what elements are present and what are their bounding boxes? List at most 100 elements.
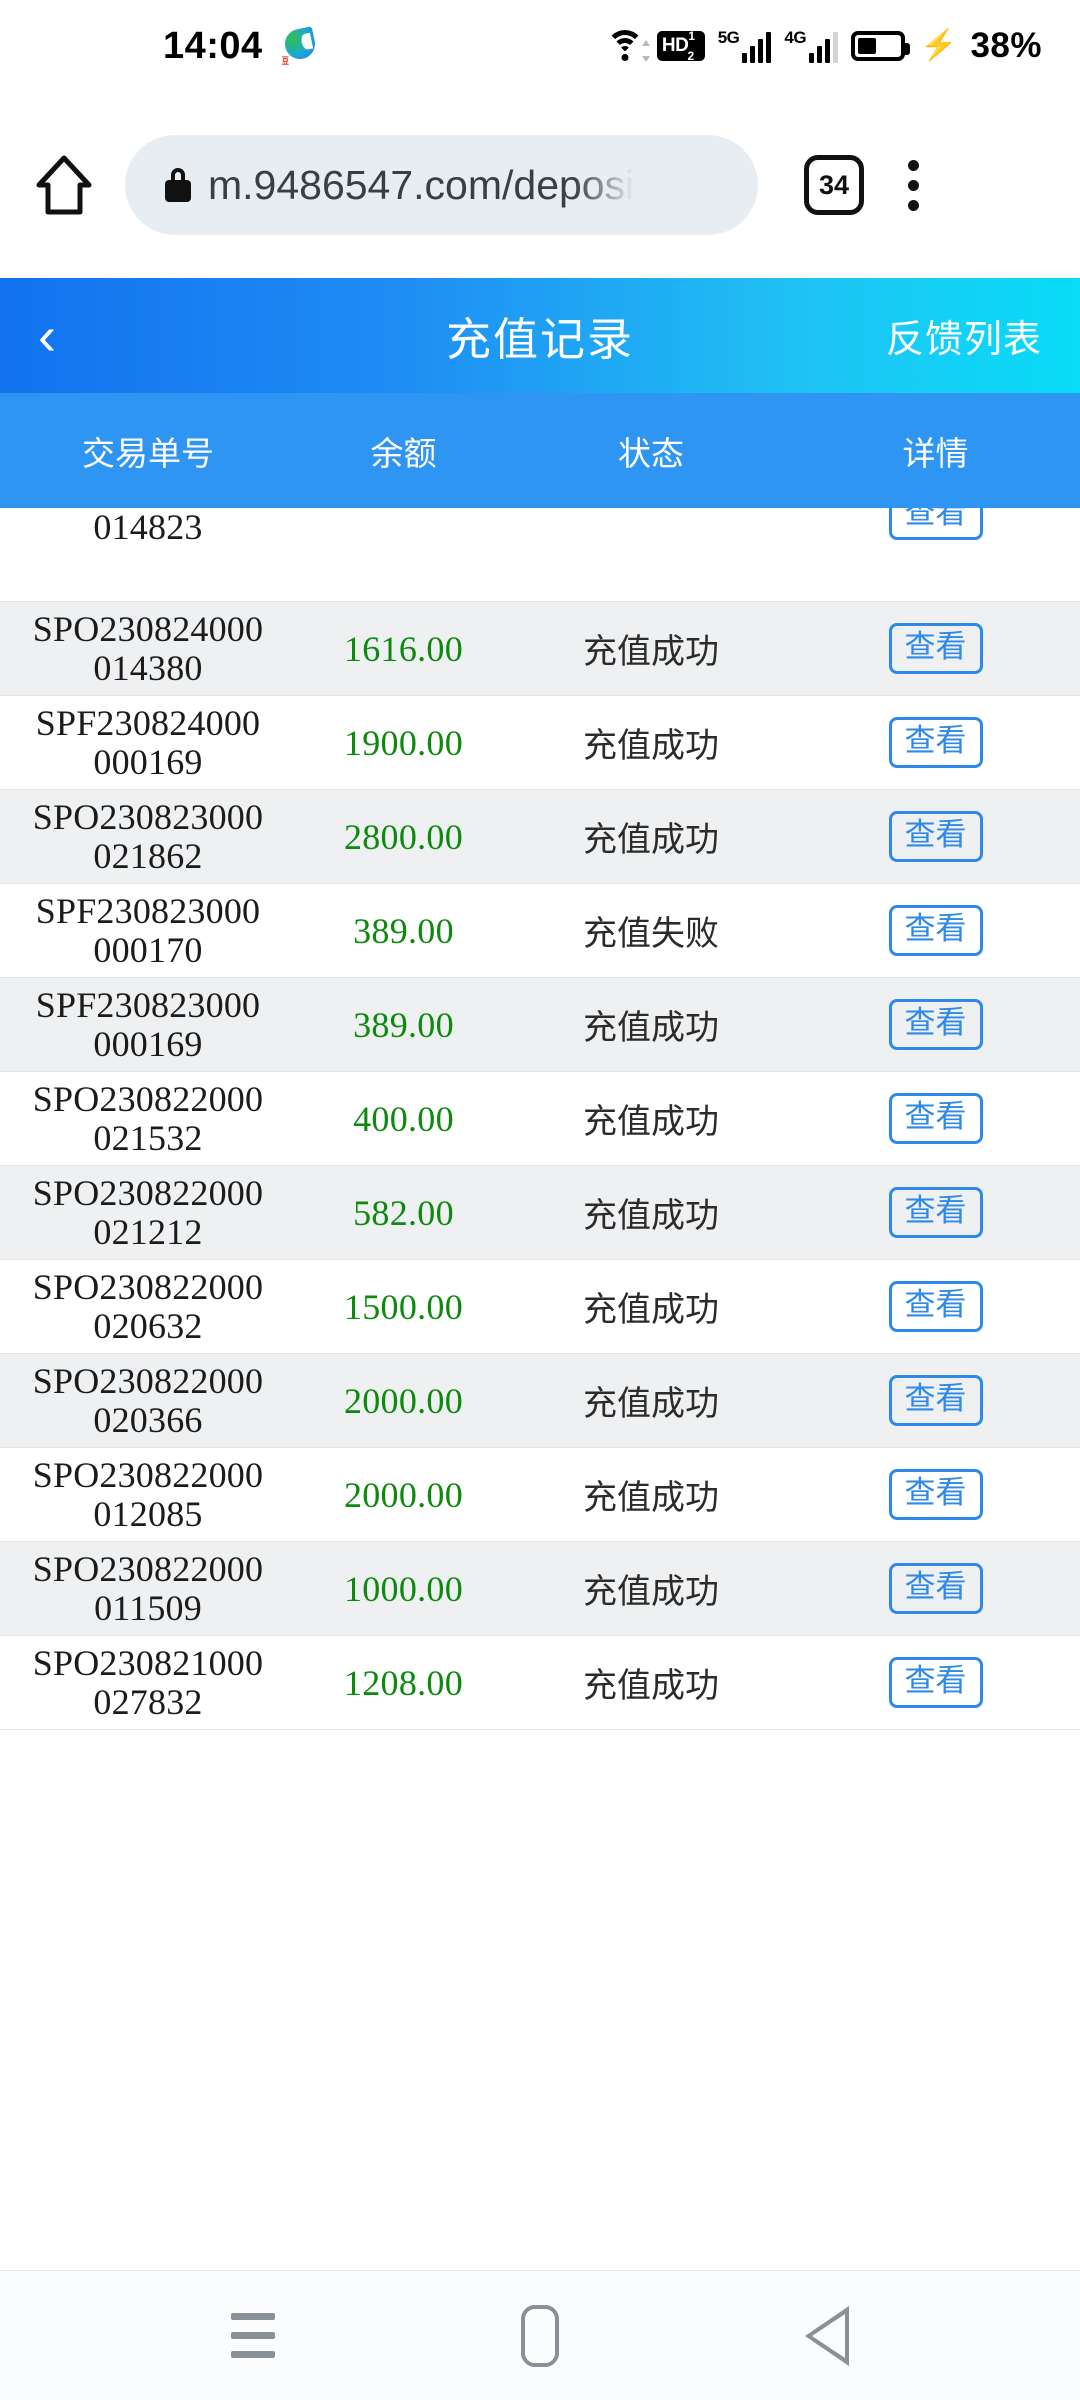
table-row[interactable]: SPO230822000 012085 2000.00 充值成功 查看 — [0, 1448, 1080, 1542]
hd-voice-icon: HD 1 2 — [656, 28, 705, 64]
battery-icon — [851, 31, 911, 61]
view-detail-button[interactable]: 查看 — [888, 999, 983, 1050]
table-row[interactable]: SPO230824000 014380 1616.00 充值成功 查看 — [0, 602, 1080, 696]
cell-status: 充值失败 — [583, 915, 719, 953]
cell-detail: 查看 — [791, 790, 1080, 883]
hd-sub: 2 — [687, 49, 695, 64]
cell-detail: 查看 — [791, 884, 1080, 977]
menu-kebab-icon[interactable] — [908, 159, 919, 211]
cell-status: 充值成功 — [583, 633, 719, 671]
hd-label: HD — [661, 35, 689, 56]
column-header-detail: 详情 — [902, 434, 969, 472]
view-detail-button[interactable]: 查看 — [888, 508, 983, 540]
app-header: ‹ 充值记录 反馈列表 — [0, 278, 1080, 393]
cell-transaction-no: SPO230822000 021532 — [32, 1078, 264, 1158]
cell-detail: 查看 — [791, 1448, 1080, 1541]
cell-balance: 389.00 — [353, 910, 454, 951]
view-detail-button[interactable]: 查看 — [888, 905, 983, 956]
page-title: 充值记录 — [445, 314, 634, 365]
table-row[interactable]: SPO230821000 027832 1208.00 充值成功 查看 — [0, 1636, 1080, 1730]
cell-balance: 1616.00 — [343, 628, 464, 669]
cell-transaction-no: SPO230822000 021212 — [32, 1172, 264, 1252]
signal-5g-label: 5G — [717, 28, 740, 47]
cell-detail: 查看 — [791, 1072, 1080, 1165]
cell-balance: 1000.00 — [343, 1568, 464, 1609]
table-header: 交易单号 余额 状态 详情 — [0, 393, 1080, 508]
cell-balance: 2800.00 — [343, 816, 464, 857]
back-button[interactable]: ‹ — [38, 305, 56, 366]
table-row[interactable]: SPO230822000 021532 400.00 充值成功 查看 — [0, 1072, 1080, 1166]
cell-balance: 582.00 — [353, 1192, 454, 1233]
system-nav-bar — [0, 2270, 1080, 2400]
view-detail-button[interactable]: 查看 — [888, 1093, 983, 1144]
cell-status: 充值成功 — [583, 1385, 719, 1423]
table-row[interactable]: SPO230822000 011509 1000.00 充值成功 查看 — [0, 1542, 1080, 1636]
cell-balance: 1208.00 — [343, 1662, 464, 1703]
transaction-list[interactable]: 014823 查看 SPO230824000 014380 1616.00 充值成功 查看 S… — [0, 508, 1080, 2270]
cell-transaction-no: SPF230823000 000170 — [35, 890, 261, 970]
cell-detail: 查看 — [791, 1354, 1080, 1447]
table-row[interactable]: SPF230824000 000169 1900.00 充值成功 查看 — [0, 696, 1080, 790]
cell-balance: 389.00 — [353, 1004, 454, 1045]
hd-sup: 1 — [688, 28, 695, 43]
cell-detail: 查看 — [791, 508, 1080, 601]
lock-icon — [165, 168, 191, 202]
status-bar: 14:04 豆 HD 1 2 5G 4G ⚡ 38% — [0, 0, 1080, 92]
cell-transaction-no: SPO230823000 021862 — [32, 796, 264, 876]
view-detail-button[interactable]: 查看 — [888, 1657, 983, 1708]
recents-icon[interactable] — [231, 2313, 275, 2358]
table-row[interactable]: 014823 查看 — [0, 508, 1080, 602]
address-bar[interactable]: m.9486547.com/deposi — [125, 135, 758, 235]
view-detail-button[interactable]: 查看 — [888, 1469, 983, 1520]
table-row[interactable]: SPO230823000 021862 2800.00 充值成功 查看 — [0, 790, 1080, 884]
cell-status: 充值成功 — [583, 727, 719, 765]
cell-transaction-no: SPO230822000 011509 — [32, 1548, 264, 1628]
cell-status: 充值成功 — [583, 1479, 719, 1517]
cell-status: 充值成功 — [583, 1291, 719, 1329]
cell-balance — [296, 508, 511, 601]
charging-bolt-icon: ⚡ — [920, 29, 958, 62]
table-row[interactable]: SPF230823000 000170 389.00 充值失败 查看 — [0, 884, 1080, 978]
cell-transaction-no: SPO230821000 027832 — [32, 1642, 264, 1722]
browser-toolbar: m.9486547.com/deposi 34 — [0, 92, 1080, 278]
cell-detail: 查看 — [791, 1166, 1080, 1259]
feedback-list-link[interactable]: 反馈列表 — [885, 319, 1042, 361]
back-icon[interactable] — [805, 2305, 849, 2366]
app-icon-label: 豆 — [281, 56, 289, 66]
view-detail-button[interactable]: 查看 — [888, 717, 983, 768]
view-detail-button[interactable]: 查看 — [888, 1187, 983, 1238]
table-row[interactable]: SPO230822000 021212 582.00 充值成功 查看 — [0, 1166, 1080, 1260]
cell-balance: 2000.00 — [343, 1380, 464, 1421]
cell-status: 充值成功 — [583, 1667, 719, 1705]
home-icon[interactable] — [521, 2304, 559, 2367]
cell-transaction-no: SPF230823000 000169 — [35, 984, 261, 1064]
battery-percent: 38% — [970, 26, 1042, 65]
cell-transaction-no: SPF230824000 000169 — [35, 702, 261, 782]
column-header-balance: 余额 — [370, 434, 437, 472]
cell-detail: 查看 — [791, 1542, 1080, 1635]
view-detail-button[interactable]: 查看 — [888, 1563, 983, 1614]
view-detail-button[interactable]: 查看 — [888, 1375, 983, 1426]
cell-detail: 查看 — [791, 696, 1080, 789]
cell-transaction-no: 014823 — [93, 508, 203, 547]
cell-transaction-no: SPO230822000 020366 — [32, 1360, 264, 1440]
home-icon[interactable] — [36, 155, 92, 215]
cell-transaction-no: SPO230824000 014380 — [32, 608, 264, 688]
view-detail-button[interactable]: 查看 — [888, 1281, 983, 1332]
cell-balance: 1500.00 — [343, 1286, 464, 1327]
tab-count-icon[interactable]: 34 — [804, 155, 864, 215]
cell-status: 充值成功 — [583, 821, 719, 859]
cell-detail: 查看 — [791, 1260, 1080, 1353]
table-row[interactable]: SPF230823000 000169 389.00 充值成功 查看 — [0, 978, 1080, 1072]
cell-status: 充值成功 — [583, 1197, 719, 1235]
cell-transaction-no: SPO230822000 020632 — [32, 1266, 264, 1346]
view-detail-button[interactable]: 查看 — [888, 623, 983, 674]
table-row[interactable]: SPO230822000 020366 2000.00 充值成功 查看 — [0, 1354, 1080, 1448]
view-detail-button[interactable]: 查看 — [888, 811, 983, 862]
signal-5g-icon: 5G — [718, 29, 772, 63]
table-row[interactable]: SPO230822000 020632 1500.00 充值成功 查看 — [0, 1260, 1080, 1354]
cell-detail: 查看 — [791, 602, 1080, 695]
cell-balance: 2000.00 — [343, 1474, 464, 1515]
status-time: 14:04 — [163, 24, 263, 67]
